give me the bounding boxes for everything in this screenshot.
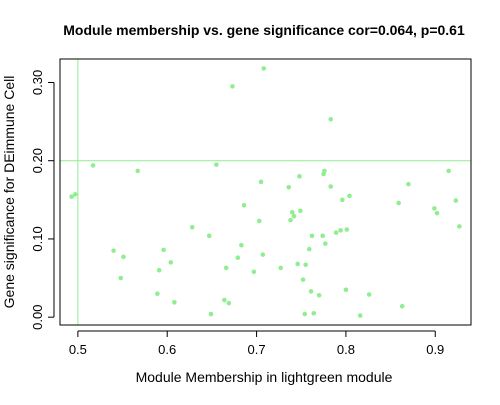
plot-frame [59, 58, 472, 326]
data-point [446, 168, 451, 174]
data-point [118, 275, 124, 281]
data-point [239, 242, 244, 248]
data-point [396, 200, 401, 206]
data-point [278, 265, 283, 271]
data-point [155, 291, 160, 297]
reference-lines [60, 59, 471, 325]
data-point [261, 66, 267, 71]
data-point [338, 228, 343, 233]
data-point [214, 162, 219, 167]
x-tick-label: 0.9 [426, 342, 444, 357]
data-point [453, 198, 459, 203]
data-point [406, 181, 411, 187]
data-point [297, 174, 302, 179]
data-point [399, 303, 405, 309]
data-point [69, 194, 74, 199]
x-tick-label: 0.6 [158, 342, 176, 357]
y-axis: 0.00 0.10 0.20 0.30 [30, 70, 55, 330]
data-point [72, 192, 78, 197]
data-point [168, 260, 174, 265]
data-point [189, 224, 195, 230]
data-point [309, 233, 315, 239]
x-axis-label: Module Membership in lightgreen module [136, 369, 393, 385]
data-point [306, 246, 312, 252]
data-point [343, 287, 349, 293]
data-point [295, 261, 300, 267]
data-point [241, 203, 247, 208]
y-tick-label: 0.20 [30, 148, 45, 173]
data-point [251, 269, 257, 275]
data-point [230, 84, 235, 89]
data-point [316, 292, 322, 298]
data-point [206, 233, 212, 239]
data-point [457, 224, 462, 229]
data-point [135, 168, 141, 174]
data-point [328, 184, 334, 189]
data-point [226, 300, 232, 306]
y-axis-label: Gene significance for DEimmune Cell [1, 76, 17, 309]
data-point [121, 254, 126, 260]
data-point [235, 255, 241, 261]
data-point [256, 218, 262, 224]
y-tick-label: 0.00 [30, 305, 45, 330]
data-point [366, 292, 372, 297]
data-point [323, 241, 328, 246]
data-point [340, 197, 345, 203]
data-point [344, 227, 350, 232]
data-point [357, 313, 363, 318]
data-point [302, 311, 308, 317]
data-point [223, 265, 229, 271]
y-tick-label: 0.10 [30, 226, 45, 251]
data-point [333, 230, 339, 235]
data-point [111, 248, 116, 253]
data-point [308, 289, 314, 294]
data-point [311, 310, 317, 316]
data-point [208, 311, 214, 317]
data-point [298, 208, 303, 214]
data-point [291, 213, 297, 219]
x-axis: 0.5 0.6 0.7 0.8 0.9 [69, 330, 444, 357]
data-point [172, 300, 177, 305]
data-point [328, 116, 334, 122]
x-tick-label: 0.7 [248, 342, 266, 357]
x-tick-label: 0.5 [69, 342, 87, 357]
data-point [322, 168, 327, 174]
chart-title: Module membership vs. gene significance … [63, 22, 465, 38]
data-point [434, 210, 440, 216]
data-point [156, 267, 162, 273]
data-point [290, 210, 295, 215]
data-point [347, 193, 352, 199]
data-point [300, 277, 306, 282]
data-point [161, 247, 166, 253]
data-point [288, 217, 293, 223]
data-point [260, 252, 266, 257]
data-point [303, 262, 309, 268]
y-tick-label: 0.30 [30, 70, 45, 95]
data-point [258, 179, 264, 185]
x-tick-label: 0.8 [337, 342, 355, 357]
data-point [286, 185, 292, 190]
data-point [320, 233, 325, 239]
data-point [432, 206, 437, 211]
data-point [90, 163, 96, 168]
data-point [222, 297, 227, 303]
data-points [69, 66, 462, 318]
